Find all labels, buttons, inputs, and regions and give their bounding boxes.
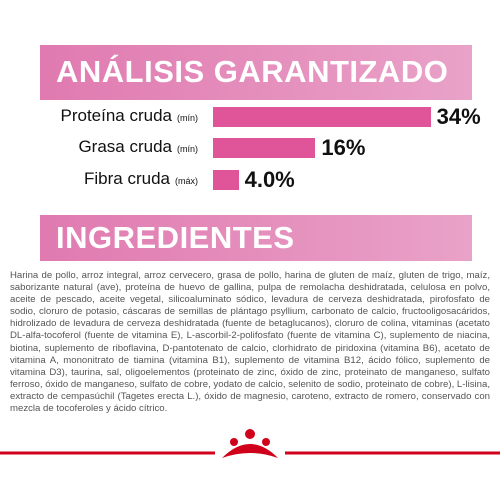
section-band: ANÁLISIS GARANTIZADO: [40, 45, 472, 100]
nutrient-name: Grasa cruda: [78, 137, 172, 156]
section-title: ANÁLISIS GARANTIZADO: [56, 54, 449, 89]
logo-dot: [262, 438, 270, 446]
nutrient-label: Grasa cruda (mín): [78, 137, 198, 157]
brand-logo: [0, 429, 500, 458]
ingredients-text: Harina de pollo, arroz integral, arroz c…: [10, 270, 490, 415]
nutrient-qualifier: (mín): [177, 144, 198, 154]
nutrient-label: Proteína cruda (mín): [60, 106, 198, 126]
nutrient-qualifier: (máx): [175, 176, 198, 186]
section-title: INGREDIENTES: [56, 220, 295, 255]
bar: [213, 170, 239, 190]
nutrient-label: Fibra cruda (máx): [84, 169, 198, 189]
value-label: 4.0%: [244, 167, 295, 192]
analysis-row: Fibra cruda (máx) 4.0%: [0, 167, 500, 193]
nutrient-name: Fibra cruda: [84, 169, 170, 188]
logo-dot: [245, 429, 255, 439]
value-label: 16%: [321, 135, 366, 160]
bar: [213, 138, 316, 158]
value-label: 34%: [436, 104, 481, 129]
nutrient-qualifier: (mín): [177, 113, 198, 123]
bar: [213, 107, 431, 127]
section-band: INGREDIENTES: [40, 215, 472, 261]
nutrient-name: Proteína cruda: [60, 106, 172, 125]
logo-dot: [230, 438, 238, 446]
analysis-row: Proteína cruda (mín) 34%: [0, 104, 500, 130]
logo-crown: [222, 444, 278, 458]
analysis-row: Grasa cruda (mín) 16%: [0, 135, 500, 161]
